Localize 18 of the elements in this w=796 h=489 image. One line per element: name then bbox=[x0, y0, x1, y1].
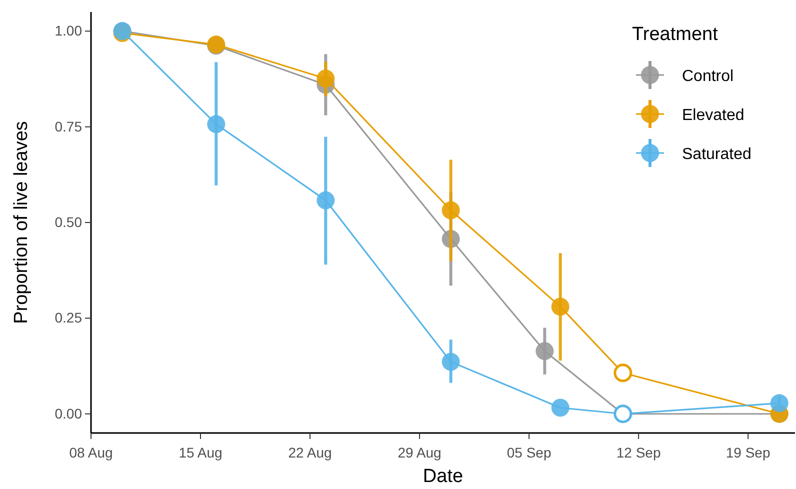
x-tick-label: 05 Sep bbox=[506, 444, 552, 460]
y-tick-label: 0.00 bbox=[54, 405, 82, 422]
y-tick-label: 0.75 bbox=[54, 118, 82, 134]
x-tick-label: 29 Aug bbox=[398, 444, 442, 460]
x-tick-label: 19 Sep bbox=[726, 444, 770, 460]
x-tick-label: 22 Aug bbox=[288, 444, 332, 460]
legend-label: Control bbox=[682, 68, 734, 85]
y-axis-title: Proportion of live leaves bbox=[11, 121, 32, 324]
legend-label: Elevated bbox=[682, 107, 744, 124]
legend-label: Saturated bbox=[682, 146, 752, 163]
x-axis-title: Date bbox=[422, 466, 464, 487]
y-tick-label: 0.25 bbox=[54, 310, 82, 326]
legend-title: Treatment bbox=[632, 24, 719, 45]
y-tick-label: 0.50 bbox=[54, 214, 82, 230]
x-tick-label: 15 Aug bbox=[178, 444, 222, 460]
x-tick-label: 08 Aug bbox=[69, 444, 113, 460]
x-tick-label: 12 Sep bbox=[616, 444, 661, 460]
y-tick-label: 1.00 bbox=[54, 22, 82, 39]
